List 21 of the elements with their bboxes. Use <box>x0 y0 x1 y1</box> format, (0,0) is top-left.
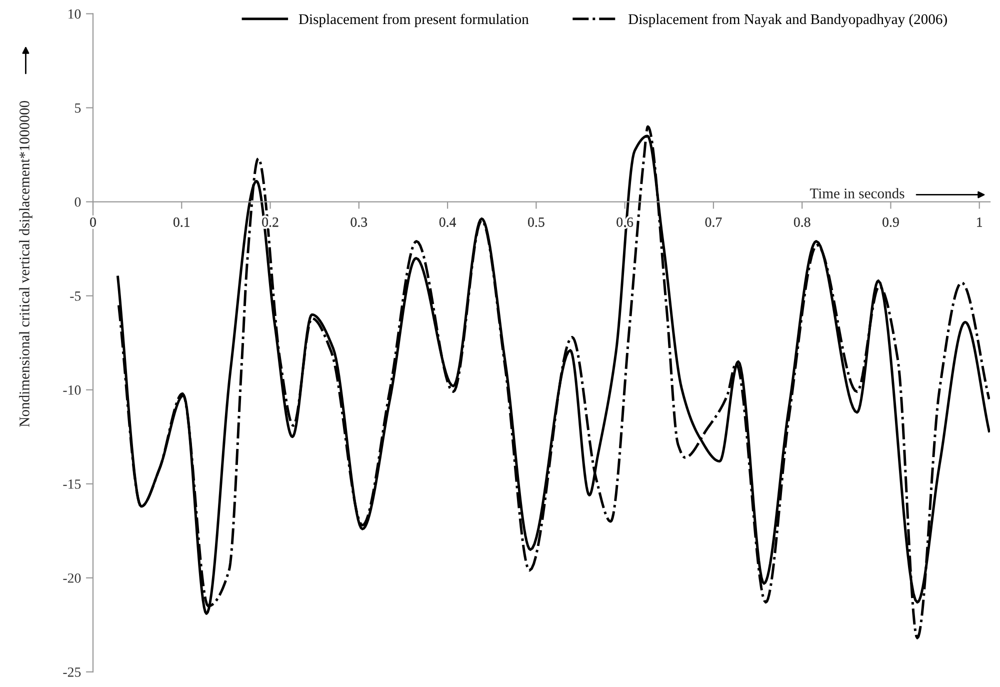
x-tick-label: 0.7 <box>705 217 722 227</box>
y-tick-label: 5 <box>75 103 81 113</box>
x-tick-label: 0 <box>90 217 96 227</box>
y-tick-label: -20 <box>63 573 81 583</box>
y-tick-label: -25 <box>63 668 81 677</box>
x-tick-label: 0.5 <box>528 217 544 227</box>
x-tick-label: 0.9 <box>882 217 899 227</box>
y-tick-label: -10 <box>63 385 81 395</box>
x-tick-label: 0.1 <box>173 217 190 227</box>
y-tick-label: 0 <box>74 197 81 207</box>
x-tick-label: 0.4 <box>439 217 456 227</box>
legend-label: Displacement from Nayak and Bandyopadhyay (2006) <box>628 14 947 28</box>
y-tick-label: -5 <box>70 292 81 301</box>
x-tick-label: 1 <box>977 218 982 227</box>
x-axis-title: Time in seconds <box>810 188 904 198</box>
y-tick-label: 10 <box>68 9 81 19</box>
x-tick-label: 0.3 <box>350 217 368 227</box>
y-axis-title: Nondimensional critical vertical dsiplacement*1000000 <box>19 100 32 427</box>
y-tick-label: -15 <box>63 479 81 489</box>
x-tick-label: 0.8 <box>794 217 810 227</box>
legend-label: Displacement from present formulation <box>298 14 529 28</box>
